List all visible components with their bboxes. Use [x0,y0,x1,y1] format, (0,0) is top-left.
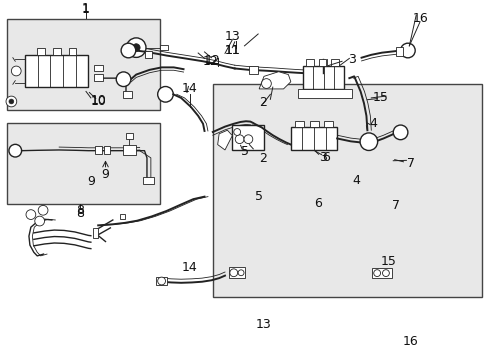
Text: 14: 14 [182,261,197,274]
Text: 7: 7 [407,157,414,170]
Text: 5: 5 [241,145,249,158]
Circle shape [244,135,252,144]
Bar [249,66,258,74]
Circle shape [38,206,48,215]
Bar [53,48,61,55]
Text: 9: 9 [102,167,109,180]
Circle shape [116,72,131,86]
Text: 16: 16 [411,12,427,26]
Circle shape [238,270,244,276]
Text: 2: 2 [259,152,266,166]
Text: 13: 13 [256,318,271,331]
Bar [126,134,133,139]
Text: 5: 5 [255,190,263,203]
Bar [371,268,391,278]
Circle shape [132,44,140,51]
Bar [318,59,326,66]
Bar [143,176,154,184]
Text: 14: 14 [182,82,197,95]
Bar [232,125,264,150]
Text: 3: 3 [318,150,326,164]
Bar [94,74,103,81]
Bar [6,123,160,204]
Circle shape [35,216,44,226]
Text: 4: 4 [369,117,377,130]
Bar [330,59,338,66]
Text: 15: 15 [372,91,388,104]
Bar [395,47,403,55]
Circle shape [235,135,244,144]
Text: 8: 8 [76,207,84,220]
Circle shape [11,66,21,76]
Text: 1: 1 [82,4,90,17]
Text: 3: 3 [347,53,355,66]
Bar [159,45,168,50]
Bar [144,50,152,58]
Bar [68,48,76,55]
Bar [37,48,45,55]
Text: 1: 1 [82,2,90,15]
Bar [306,59,314,66]
Text: 11: 11 [224,44,240,57]
Text: 12: 12 [202,55,218,68]
Bar [95,146,102,154]
Polygon shape [217,130,232,150]
Circle shape [373,270,380,276]
Text: 6: 6 [322,150,330,164]
Bar [324,121,333,127]
Circle shape [229,269,237,276]
Bar [25,55,88,87]
Text: 12: 12 [204,54,220,67]
Bar [122,145,136,155]
Circle shape [359,133,377,150]
Bar [290,127,336,150]
Circle shape [26,210,36,220]
Bar [6,19,160,111]
Circle shape [9,99,14,104]
Circle shape [261,78,271,89]
Circle shape [382,270,388,276]
Bar [212,84,482,297]
Bar [103,146,110,154]
Bar [120,213,125,219]
Bar [122,91,132,98]
Circle shape [126,38,146,57]
Text: 15: 15 [380,255,395,268]
Circle shape [157,86,173,102]
Text: 9: 9 [87,175,95,188]
Text: 4: 4 [352,174,360,187]
Bar [93,228,98,238]
Text: 2: 2 [259,96,266,109]
Text: 10: 10 [90,94,106,107]
Bar [303,66,344,89]
Bar [295,121,304,127]
Polygon shape [259,72,290,89]
Bar [155,278,167,285]
Text: 10: 10 [90,95,106,108]
Circle shape [9,144,21,157]
Circle shape [121,43,136,58]
Text: 7: 7 [391,199,399,212]
Circle shape [233,129,240,135]
Bar [309,121,318,127]
Text: 8: 8 [76,204,84,217]
Text: 16: 16 [402,335,417,348]
Circle shape [6,96,17,107]
Bar [94,65,103,71]
Text: 6: 6 [313,197,321,210]
Bar [228,267,244,278]
Circle shape [400,43,414,58]
Bar [298,89,351,98]
Circle shape [392,125,407,140]
Circle shape [157,277,165,285]
Text: 13: 13 [224,30,240,43]
Text: 11: 11 [224,44,240,57]
